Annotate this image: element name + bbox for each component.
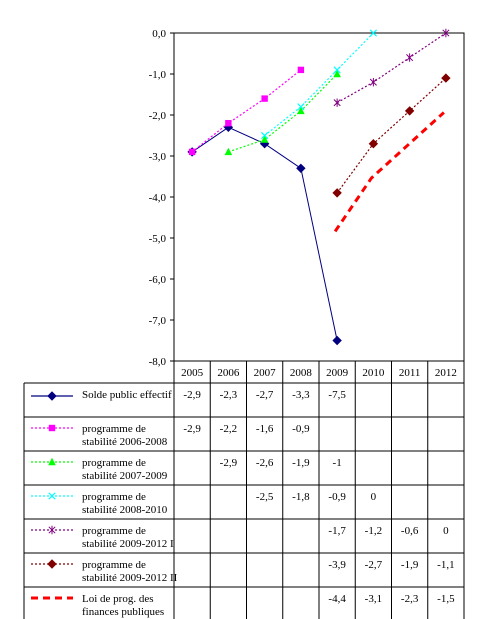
x-tick-label: 2011 [399, 367, 421, 379]
data-label: -1,9 [292, 457, 310, 469]
data-point [225, 120, 232, 127]
series-line-6 [333, 111, 445, 233]
data-label: -1,2 [365, 525, 382, 537]
data-point [369, 29, 377, 37]
data-point [406, 53, 414, 62]
data-label: -2,9 [183, 389, 201, 401]
data-label: 0 [443, 525, 449, 537]
series-line-4 [336, 32, 447, 104]
data-point [368, 138, 379, 149]
legend-label: programme de [82, 423, 146, 435]
data-point [47, 391, 57, 401]
data-label: -0,9 [292, 423, 310, 435]
data-point [333, 66, 341, 74]
data-label: -2,6 [256, 457, 274, 469]
data-point [297, 66, 305, 74]
data-label: -1,6 [256, 423, 274, 435]
data-label: -2,9 [220, 457, 238, 469]
data-label: -1 [333, 457, 342, 469]
data-point [369, 78, 377, 87]
data-label: -2,3 [401, 593, 419, 605]
y-tick-label: -3,0 [149, 151, 167, 163]
data-point [404, 106, 415, 116]
x-tick-label: 2007 [254, 367, 277, 379]
data-label: -1,8 [292, 491, 310, 503]
series-line-5 [336, 77, 447, 194]
data-label: -0,9 [328, 491, 346, 503]
series-line-2 [228, 73, 338, 153]
data-label: 0 [371, 491, 377, 503]
data-label: -4,4 [328, 593, 346, 605]
data-point [261, 131, 269, 140]
data-point [48, 492, 56, 500]
data-label: -2,9 [183, 423, 201, 435]
plot-area [173, 32, 465, 362]
legend-label: programme de [82, 559, 146, 571]
data-point [333, 98, 341, 107]
x-tick-label: 2008 [290, 367, 313, 379]
data-point [332, 335, 342, 346]
data-point [261, 95, 268, 102]
legend-label: finances publiques [82, 606, 164, 618]
x-tick-label: 2009 [326, 367, 349, 379]
x-tick-label: 2006 [217, 367, 240, 379]
legend-label: Solde public effectif [82, 389, 172, 401]
data-point [442, 28, 450, 38]
x-tick-label: 2005 [181, 367, 204, 379]
series-line-0 [191, 126, 338, 341]
legend-label: programme de [82, 525, 146, 537]
data-label: -1,5 [437, 593, 455, 605]
data-point [297, 103, 305, 111]
x-tick-label: 2010 [362, 367, 385, 379]
data-label: -2,3 [220, 389, 238, 401]
data-point [188, 148, 196, 156]
y-tick-label: -4,0 [149, 192, 167, 204]
series-line-3 [264, 32, 374, 136]
data-label: -7,5 [328, 389, 346, 401]
data-point [48, 525, 56, 535]
data-label: -2,7 [256, 389, 274, 401]
y-tick-label: -1,0 [149, 69, 167, 81]
data-label: -0,6 [401, 525, 419, 537]
legend-label: stabilité 2009-2012 II [82, 572, 178, 584]
data-point [441, 73, 451, 83]
y-tick-label: -7,0 [149, 315, 167, 327]
data-label: -1,9 [401, 559, 419, 571]
legend-label: stabilité 2006-2008 [82, 436, 168, 448]
data-point [47, 559, 57, 569]
data-point [224, 147, 233, 156]
y-tick-label: -2,0 [149, 110, 167, 122]
y-tick-label: -6,0 [149, 274, 167, 286]
data-label: -2,2 [220, 423, 237, 435]
legend-label: programme de [82, 457, 146, 469]
data-label: -3,3 [292, 389, 310, 401]
data-label: -3,1 [365, 593, 382, 605]
y-tick-label: -8,0 [149, 356, 167, 368]
legend-label: Loi de prog. des [82, 593, 153, 605]
data-label: -1,7 [328, 525, 346, 537]
legend-label: stabilité 2007-2009 [82, 470, 168, 482]
data-point [296, 163, 306, 174]
legend-label: programme de [82, 491, 146, 503]
x-tick-label: 2012 [435, 367, 457, 379]
legend-label: stabilité 2009-2012 I [82, 538, 174, 550]
legend-label: stabilité 2008-2010 [82, 504, 168, 516]
series-line-1 [191, 69, 302, 153]
data-label: -1,1 [437, 559, 454, 571]
data-point [48, 457, 56, 466]
data-label: -2,7 [365, 559, 383, 571]
data-point [332, 188, 342, 198]
data-label: -2,5 [256, 491, 274, 503]
data-label: -3,9 [328, 559, 346, 571]
y-tick-label: 0,0 [152, 28, 166, 40]
data-point [48, 424, 56, 432]
data-point [297, 106, 305, 115]
data-point [260, 135, 269, 143]
y-tick-label: -5,0 [149, 233, 167, 245]
data-point [333, 69, 341, 78]
